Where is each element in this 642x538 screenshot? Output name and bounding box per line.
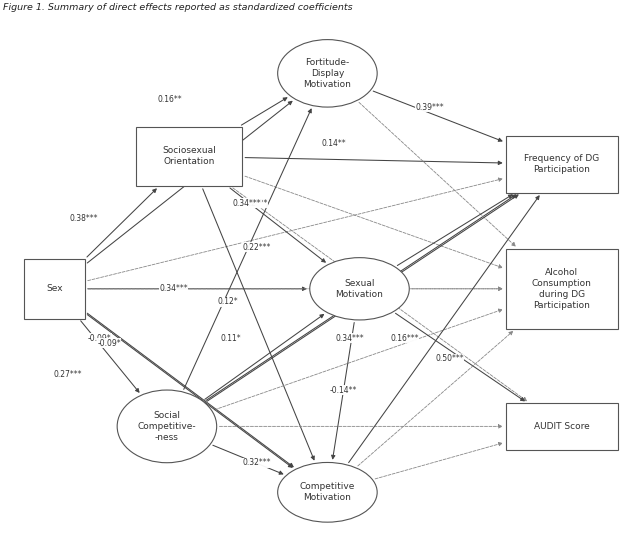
Text: Sexual
Motivation: Sexual Motivation bbox=[336, 279, 383, 299]
Text: Figure 1. Summary of direct effects reported as standardized coefficients: Figure 1. Summary of direct effects repo… bbox=[3, 3, 353, 12]
Text: 0.12*: 0.12* bbox=[218, 298, 238, 306]
Text: 0.34***: 0.34*** bbox=[233, 199, 261, 208]
Text: 0.14**: 0.14** bbox=[322, 139, 346, 148]
Text: 0.34***: 0.34*** bbox=[159, 284, 187, 293]
Text: Fortitude-
Display
Motivation: Fortitude- Display Motivation bbox=[304, 58, 351, 89]
Ellipse shape bbox=[277, 40, 377, 107]
FancyBboxPatch shape bbox=[24, 259, 85, 318]
Text: 0.16***: 0.16*** bbox=[390, 334, 419, 343]
Text: 0.16**: 0.16** bbox=[158, 95, 182, 104]
Text: 0.50***: 0.50*** bbox=[435, 355, 464, 363]
Text: Social
Competitive-
-ness: Social Competitive- -ness bbox=[137, 411, 196, 442]
Text: 0.38***: 0.38*** bbox=[69, 214, 98, 223]
Text: 0.22***: 0.22*** bbox=[243, 243, 271, 252]
Ellipse shape bbox=[310, 258, 410, 320]
FancyBboxPatch shape bbox=[506, 136, 618, 193]
Text: 0.22***: 0.22*** bbox=[239, 199, 268, 208]
Text: AUDIT Score: AUDIT Score bbox=[534, 422, 589, 431]
FancyBboxPatch shape bbox=[136, 126, 242, 186]
Text: -0.09*: -0.09* bbox=[88, 334, 111, 343]
Text: 0.39***: 0.39*** bbox=[416, 103, 444, 111]
Text: Alcohol
Consumption
during DG
Participation: Alcohol Consumption during DG Participat… bbox=[532, 267, 592, 310]
Text: 0.34***: 0.34*** bbox=[336, 334, 364, 343]
Text: Competitive
Motivation: Competitive Motivation bbox=[300, 482, 355, 502]
FancyBboxPatch shape bbox=[506, 403, 618, 450]
FancyBboxPatch shape bbox=[506, 249, 618, 329]
Text: 0.27***: 0.27*** bbox=[53, 370, 82, 379]
Text: 0.11*: 0.11* bbox=[221, 334, 241, 343]
Text: Sociosexual
Orientation: Sociosexual Orientation bbox=[162, 146, 216, 166]
Ellipse shape bbox=[277, 463, 377, 522]
Text: 0.32***: 0.32*** bbox=[243, 458, 271, 467]
Ellipse shape bbox=[117, 390, 217, 463]
Text: -0.14**: -0.14** bbox=[330, 386, 357, 394]
Text: Frequency of DG
Participation: Frequency of DG Participation bbox=[524, 154, 600, 174]
Text: Sex: Sex bbox=[46, 284, 63, 293]
Text: -0.09*: -0.09* bbox=[98, 339, 121, 348]
